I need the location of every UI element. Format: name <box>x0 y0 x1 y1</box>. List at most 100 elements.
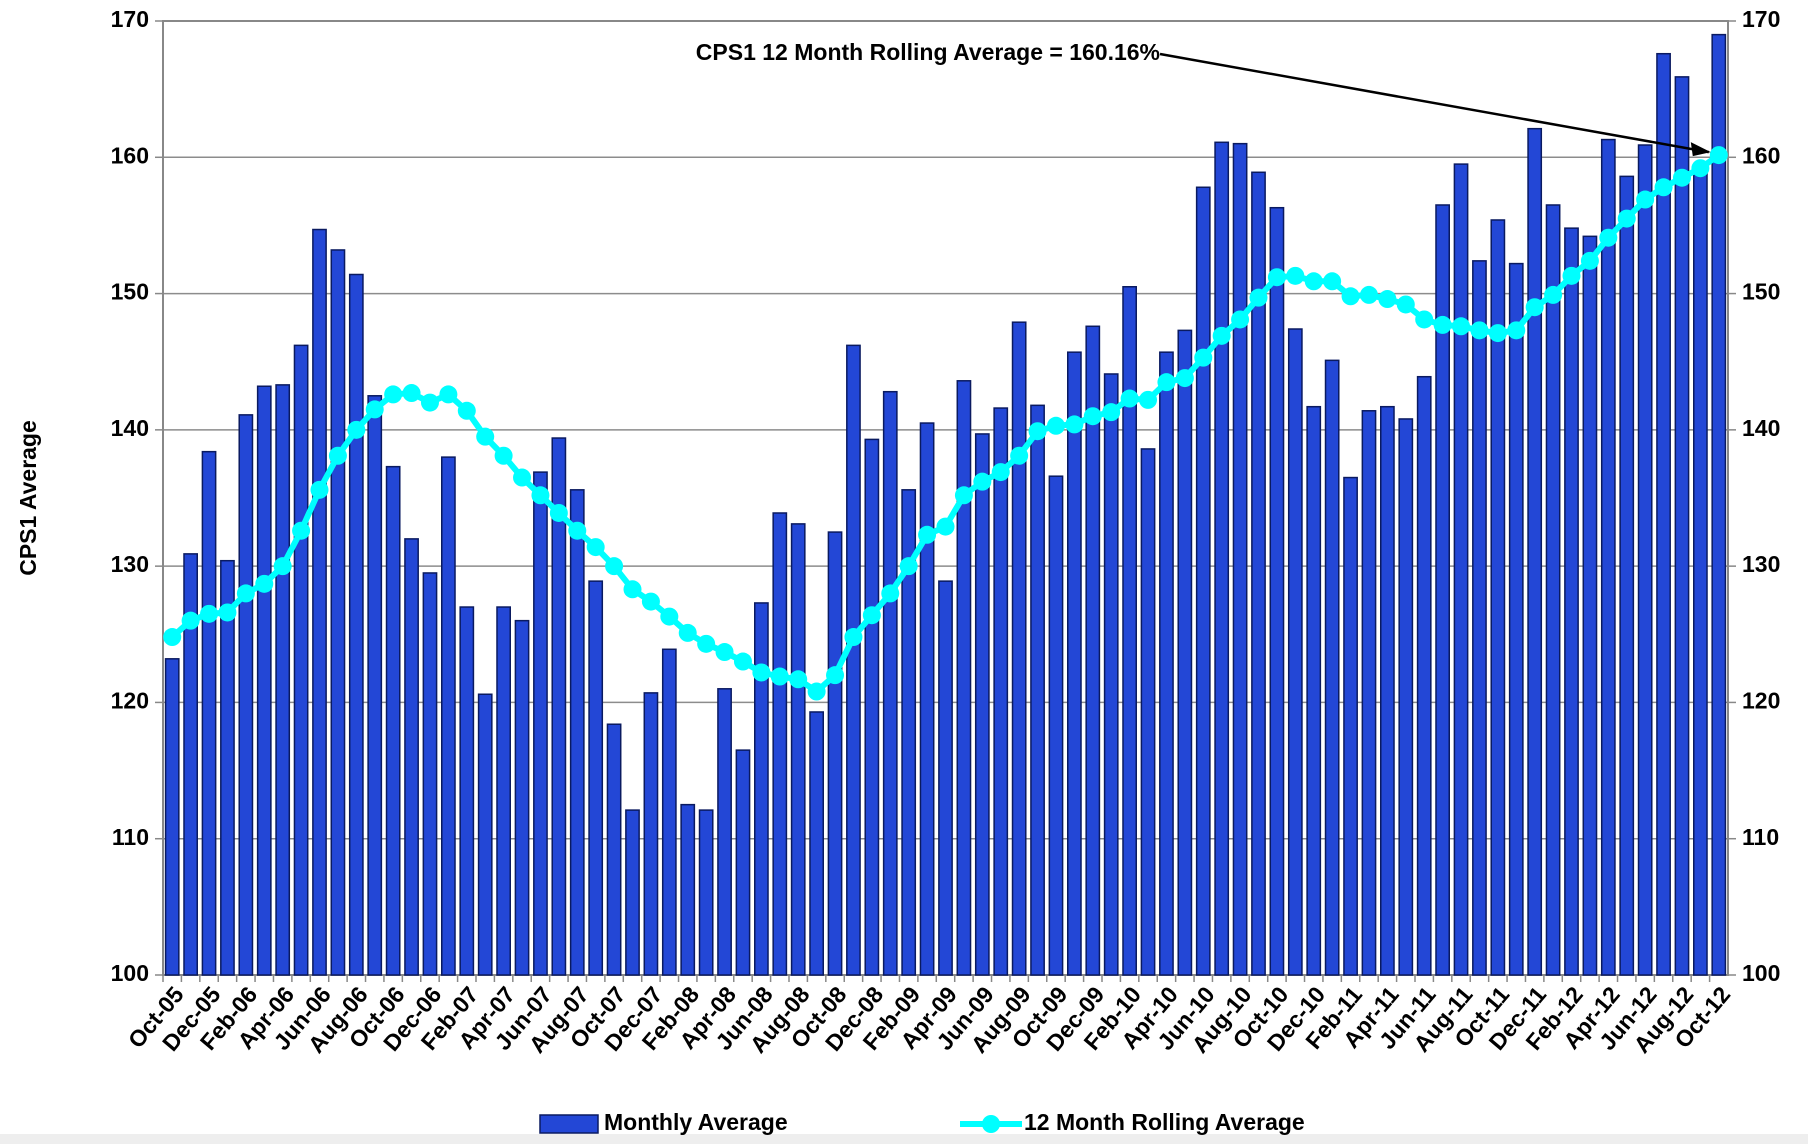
line-marker <box>752 663 771 682</box>
legend-label: 12 Month Rolling Average <box>1024 1109 1305 1135</box>
bar <box>164 658 180 976</box>
bar <box>348 273 364 976</box>
line-marker <box>200 604 219 623</box>
line-marker <box>1415 310 1434 329</box>
bar <box>1122 286 1137 976</box>
bar <box>1269 206 1285 976</box>
line-marker <box>255 574 274 593</box>
arrow-head <box>1690 142 1711 157</box>
bar <box>643 692 659 976</box>
line-marker <box>1249 288 1268 307</box>
bar <box>1306 405 1322 976</box>
bar <box>1508 262 1524 976</box>
bar <box>1048 475 1064 976</box>
bar <box>220 559 235 976</box>
line-marker <box>1083 407 1102 426</box>
line-marker <box>1599 228 1618 247</box>
line-marker <box>513 468 532 487</box>
bar <box>1564 227 1579 976</box>
line-marker <box>605 557 624 576</box>
bar <box>477 693 493 976</box>
line-marker <box>1672 168 1691 187</box>
line-marker <box>1323 272 1342 291</box>
bar <box>441 456 456 976</box>
line-marker <box>1139 390 1158 409</box>
legend-swatch <box>539 1114 599 1134</box>
bar <box>238 414 254 976</box>
bar <box>569 489 585 976</box>
bar <box>1435 204 1450 976</box>
line-marker <box>365 400 384 419</box>
bar <box>1140 448 1156 976</box>
y2-tick-label: 100 <box>1742 960 1780 986</box>
line-marker <box>1231 310 1250 329</box>
bar <box>459 606 475 976</box>
bar <box>809 711 824 976</box>
line-marker <box>881 584 900 603</box>
bar <box>1195 186 1211 976</box>
line-marker <box>1378 290 1397 309</box>
bar <box>1453 163 1469 976</box>
line-marker <box>641 592 660 611</box>
bar <box>846 344 861 976</box>
bar <box>1711 33 1727 976</box>
line-marker <box>789 670 808 689</box>
line-marker <box>1525 298 1544 317</box>
line-marker <box>549 503 568 522</box>
line-marker <box>1562 266 1581 285</box>
bar <box>1656 52 1671 976</box>
line-marker <box>1617 209 1636 228</box>
line-marker <box>292 521 311 540</box>
line-marker <box>1102 403 1121 422</box>
line-marker <box>697 634 716 653</box>
line-marker <box>531 486 550 505</box>
bar <box>1067 351 1082 976</box>
y2-tick-label: 120 <box>1742 688 1780 714</box>
bar <box>1545 204 1561 976</box>
line-marker <box>328 446 347 465</box>
bar <box>588 580 604 976</box>
line-marker <box>1359 285 1378 304</box>
line-marker <box>844 628 863 647</box>
line-marker <box>1304 272 1323 291</box>
bar <box>1343 476 1358 976</box>
bar <box>1490 219 1506 976</box>
bar <box>1324 359 1340 976</box>
bar <box>385 465 401 976</box>
bar <box>1361 410 1377 976</box>
line-marker <box>1396 295 1415 314</box>
line-marker <box>181 611 200 630</box>
line-marker <box>236 584 255 603</box>
bar <box>1159 351 1174 976</box>
y2-tick-label: 110 <box>1742 824 1779 850</box>
line-marker <box>1194 348 1213 367</box>
bar <box>404 538 419 976</box>
y-axis-label: CPS1 Average <box>15 420 41 576</box>
line-marker <box>1212 326 1231 345</box>
line-marker <box>1046 416 1065 435</box>
y2-tick-label: 170 <box>1742 6 1780 32</box>
bar <box>698 809 714 976</box>
bar <box>1380 405 1395 976</box>
bar <box>735 749 751 976</box>
bar <box>275 384 291 976</box>
line-marker <box>1507 321 1526 340</box>
y-tick-label: 170 <box>111 6 149 32</box>
line-marker <box>1470 321 1489 340</box>
line-marker <box>660 607 679 626</box>
annotation: CPS1 12 Month Rolling Average = 160.16% <box>696 39 1160 65</box>
bar <box>1085 325 1101 976</box>
bar <box>956 380 972 976</box>
line-marker <box>1580 251 1599 270</box>
legend-swatch-marker <box>982 1115 1000 1133</box>
bar <box>974 433 990 976</box>
line-marker <box>1065 415 1084 434</box>
bar <box>790 523 806 976</box>
bar <box>606 723 622 976</box>
bar <box>1398 418 1414 976</box>
bottom-strip <box>0 1134 1808 1144</box>
bar <box>1251 171 1266 976</box>
bar <box>864 438 880 976</box>
line-marker <box>1709 146 1728 165</box>
